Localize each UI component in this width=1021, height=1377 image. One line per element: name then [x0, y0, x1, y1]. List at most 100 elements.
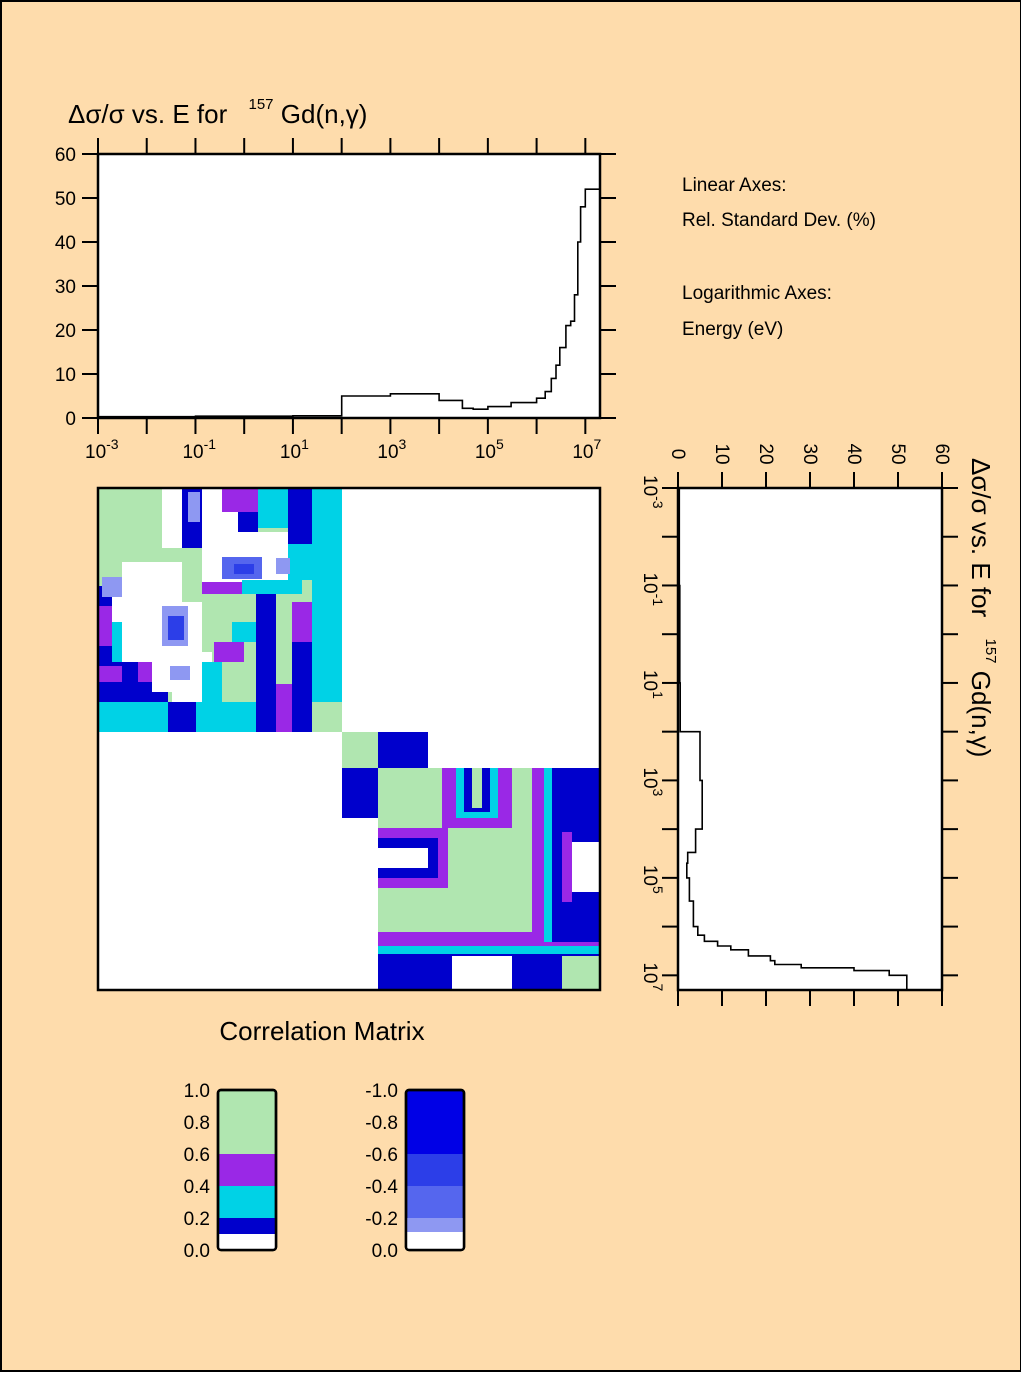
matrix-cell [256, 684, 276, 732]
matrix-cell [242, 580, 302, 594]
positive-legend-swatch [218, 1122, 276, 1154]
side-x-tick-label: 101 [639, 670, 666, 699]
matrix-cell [542, 768, 552, 942]
matrix-cell [378, 848, 428, 868]
negative-legend-swatch [406, 1154, 464, 1186]
matrix-cell [98, 682, 168, 702]
positive-legend-swatch [218, 1154, 276, 1186]
matrix-cell [312, 488, 342, 732]
top-x-tick-label-text: 107 [572, 436, 601, 463]
correlation-matrix [96, 486, 602, 992]
matrix-cell [238, 512, 258, 532]
positive-legend-label: 0.4 [184, 1177, 211, 1198]
side-y-tick-text: 60 [931, 443, 952, 464]
side-plot-ticks: 0 10 20 30 40 50 60 10-3 10-1 101 103 105 107 [639, 443, 958, 1006]
matrix-cell [168, 702, 196, 732]
negative-legend-label: -0.6 [365, 1145, 398, 1166]
matrix-cell [168, 616, 184, 640]
top-x-tick-label-text: 10-1 [182, 436, 216, 463]
side-y-tick-label: 40 [843, 443, 864, 464]
side-y-tick-label: 30 [799, 443, 820, 464]
axis-notes: Linear Axes: Rel. Standard Dev. (%) Loga… [682, 175, 876, 340]
positive-correlation-legend: 1.0 0.8 0.6 0.4 0.2 0.0 [184, 1081, 278, 1262]
linear-axes-description: Rel. Standard Dev. (%) [682, 210, 876, 231]
side-y-tick-label: 20 [755, 443, 776, 464]
top-x-tick-label-text: 103 [377, 436, 406, 463]
matrix-cell [222, 662, 256, 702]
side-y-tick-label: 60 [931, 443, 952, 464]
positive-legend-label: 1.0 [184, 1081, 210, 1102]
side-y-tick-label: 10 [711, 443, 732, 464]
top-x-tick-label: 107 [572, 436, 601, 463]
matrix-cell [122, 662, 138, 682]
top-x-tick-label: 105 [475, 436, 504, 463]
matrix-cell [572, 842, 600, 892]
top-x-tick-label-text: 10-3 [85, 436, 119, 463]
negative-legend-label: -1.0 [365, 1081, 398, 1102]
side-y-tick-text: 0 [667, 449, 688, 460]
top-y-tick-label: 40 [55, 233, 76, 254]
negative-legend-label: -0.2 [365, 1209, 398, 1230]
top-title-mass: 157 [249, 96, 274, 113]
top-sigma-plot: 0 10 20 30 40 50 60 10-3 10-1 101 103 105 107 [55, 138, 616, 463]
matrix-cell [276, 558, 290, 574]
matrix-cell [112, 622, 122, 662]
matrix-cell [378, 732, 428, 768]
side-plot-area [676, 486, 944, 992]
top-plot-area [96, 152, 602, 420]
negative-legend-frame [404, 1088, 466, 1252]
side-y-tick-text: 50 [887, 443, 908, 464]
side-y-tick-text: 20 [755, 443, 776, 464]
matrix-frame [96, 486, 602, 992]
positive-legend-label: 0.6 [184, 1145, 210, 1166]
matrix-cell [532, 768, 544, 942]
side-x-tick-label-text: 10-3 [639, 475, 666, 509]
top-plot-title: Δσ/σ vs. E for 157 Gd(n,γ) [68, 85, 367, 129]
negative-legend-label: 0.0 [372, 1241, 398, 1262]
positive-legend-label: 0.2 [184, 1209, 210, 1230]
top-title-nuclide: Gd(n,γ) [281, 99, 368, 129]
matrix-cell [258, 488, 288, 528]
side-y-tick-label: 50 [887, 443, 908, 464]
side-y-tick-text: 10 [711, 443, 732, 464]
log-axes-description: Energy (eV) [682, 319, 783, 340]
top-sigma-curve [98, 188, 600, 418]
top-y-tick-label: 10 [55, 365, 76, 386]
negative-correlation-legend: -1.0 -0.8 -0.6 -0.4 -0.2 0.0 [365, 1081, 466, 1262]
side-x-tick-label-text: 101 [639, 670, 666, 699]
positive-legend-frame [216, 1088, 278, 1252]
positive-legend-swatch [218, 1218, 276, 1234]
side-title-prefix: Δσ/σ vs. E for [966, 458, 996, 618]
negative-legend-swatch [406, 1122, 464, 1154]
negative-legend-swatch [406, 1232, 464, 1250]
matrix-cell [292, 602, 312, 642]
side-x-tick-label: 105 [639, 865, 666, 894]
matrix-cell [232, 622, 256, 642]
top-y-tick-label: 30 [55, 277, 76, 298]
top-plot-ticks: 0 10 20 30 40 50 60 10-3 10-1 101 103 105 107 [55, 138, 616, 463]
matrix-cell [234, 564, 254, 574]
positive-legend-swatch [218, 1234, 276, 1250]
side-y-tick-text: 40 [843, 443, 864, 464]
side-x-tick-label: 107 [639, 962, 666, 991]
matrix-cell [472, 768, 482, 808]
top-x-tick-label-text: 105 [475, 436, 504, 463]
side-title-nuclide: Gd(n,γ) [966, 671, 996, 758]
side-x-tick-label-text: 103 [639, 767, 666, 796]
side-x-tick-label: 10-1 [639, 572, 666, 606]
positive-legend-label: 0.0 [184, 1241, 210, 1262]
matrix-cell [342, 732, 378, 768]
top-y-tick-label: 20 [55, 321, 76, 342]
top-x-tick-label: 101 [280, 436, 309, 463]
matrix-cell [202, 582, 242, 594]
log-axes-heading: Logarithmic Axes: [682, 283, 832, 304]
side-x-tick-label-text: 10-1 [639, 572, 666, 606]
top-x-tick-label: 103 [377, 436, 406, 463]
matrix-cell [256, 594, 276, 684]
side-y-tick-label: 0 [667, 449, 688, 460]
matrix-cell [312, 702, 342, 732]
matrix-cell [288, 488, 312, 544]
matrix-cell [582, 966, 600, 990]
side-x-tick-label-text: 107 [639, 962, 666, 991]
